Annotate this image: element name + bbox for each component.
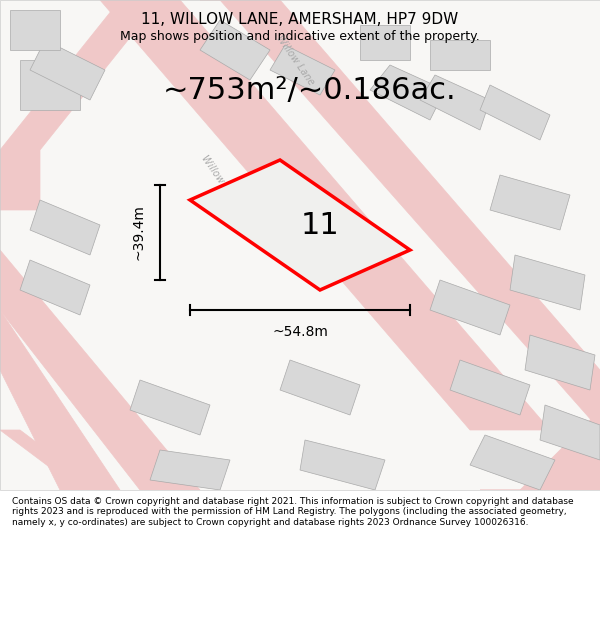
Polygon shape [20, 60, 80, 110]
Text: Willow Lane: Willow Lane [199, 153, 241, 207]
Polygon shape [420, 75, 490, 130]
Text: Contains OS data © Crown copyright and database right 2021. This information is : Contains OS data © Crown copyright and d… [12, 497, 574, 526]
Text: ~39.4m: ~39.4m [131, 204, 145, 261]
Polygon shape [0, 250, 200, 490]
FancyBboxPatch shape [0, 0, 600, 490]
Polygon shape [490, 175, 570, 230]
Text: 11: 11 [301, 211, 340, 239]
Polygon shape [150, 450, 230, 490]
Polygon shape [300, 440, 385, 490]
Polygon shape [0, 430, 100, 490]
Polygon shape [100, 0, 550, 430]
Text: Willow Lane: Willow Lane [274, 33, 316, 87]
Text: 11, WILLOW LANE, AMERSHAM, HP7 9DW: 11, WILLOW LANE, AMERSHAM, HP7 9DW [142, 12, 458, 27]
Text: ~753m²/~0.186ac.: ~753m²/~0.186ac. [163, 76, 457, 104]
Polygon shape [510, 255, 585, 310]
Polygon shape [430, 40, 490, 70]
Polygon shape [200, 20, 270, 80]
Polygon shape [280, 360, 360, 415]
Polygon shape [190, 160, 410, 290]
Polygon shape [200, 0, 600, 430]
Polygon shape [10, 10, 60, 50]
Text: Map shows position and indicative extent of the property.: Map shows position and indicative extent… [120, 30, 480, 43]
Polygon shape [470, 435, 555, 490]
Polygon shape [540, 405, 600, 460]
Polygon shape [430, 280, 510, 335]
Polygon shape [360, 25, 410, 60]
Polygon shape [0, 310, 120, 490]
Polygon shape [130, 380, 210, 435]
Polygon shape [525, 335, 595, 390]
Polygon shape [30, 200, 100, 255]
Polygon shape [0, 0, 160, 210]
Polygon shape [20, 260, 90, 315]
Polygon shape [270, 45, 335, 95]
Text: ~54.8m: ~54.8m [272, 325, 328, 339]
Polygon shape [30, 40, 105, 100]
Polygon shape [450, 360, 530, 415]
Polygon shape [370, 65, 445, 120]
Polygon shape [480, 410, 600, 490]
Polygon shape [480, 85, 550, 140]
